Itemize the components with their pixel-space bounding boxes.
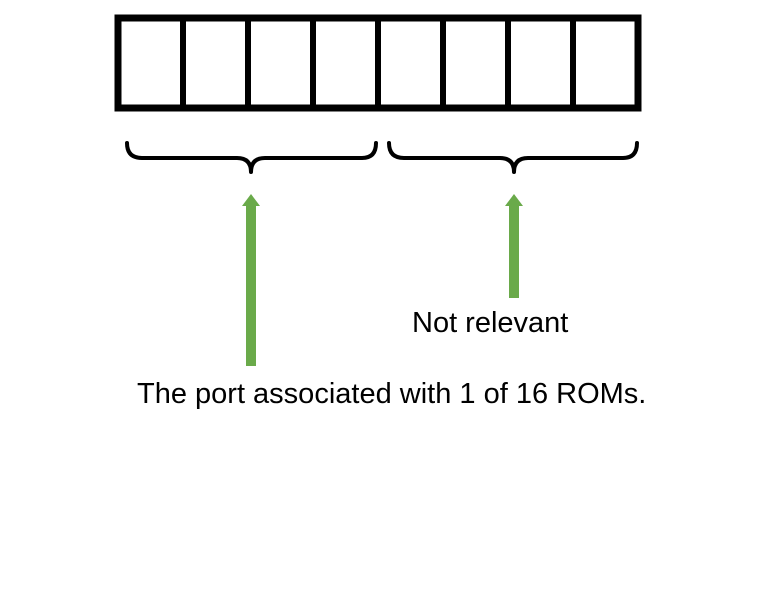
rom-port-label: The port associated with 1 of 16 ROMs. bbox=[137, 380, 646, 409]
right-curly-brace bbox=[389, 143, 637, 172]
not-relevant-label: Not relevant bbox=[412, 309, 568, 338]
left-arrow-head bbox=[242, 194, 260, 206]
right-arrow-shaft bbox=[509, 204, 519, 298]
register-box bbox=[118, 18, 638, 108]
left-group-arrow bbox=[242, 194, 260, 366]
right-arrow-head bbox=[505, 194, 523, 206]
right-group-arrow bbox=[505, 194, 523, 298]
left-arrow-shaft bbox=[246, 204, 256, 366]
left-curly-brace bbox=[127, 143, 376, 172]
